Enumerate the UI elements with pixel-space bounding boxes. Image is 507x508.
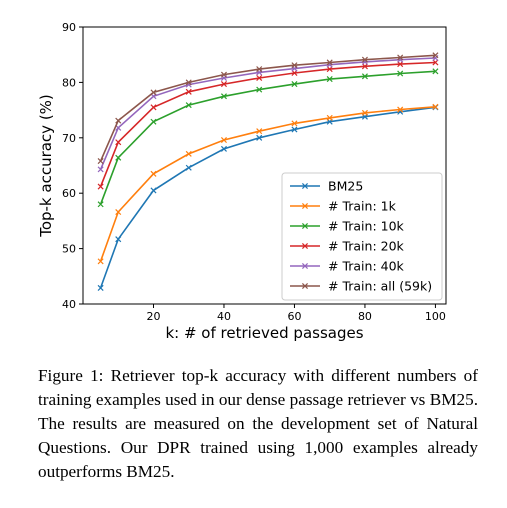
y-axis-label: Top-k accuracy (%) [37, 94, 55, 238]
legend: BM25 # Train: 1k # Train: 10k # Train: 20k #… [281, 172, 443, 301]
data-point-marker [150, 89, 157, 96]
axes: 20 40 60 80 100 40 50 60 70 80 90 [62, 21, 447, 323]
legend-label: # Train: all (59k) [328, 279, 432, 294]
data-point-marker [220, 71, 227, 78]
data-point-marker [256, 128, 263, 135]
y-tick-label: 40 [62, 298, 76, 311]
data-point-marker [397, 70, 404, 77]
data-point-marker [361, 73, 368, 80]
data-point-marker [97, 166, 104, 173]
data-point-marker [185, 164, 192, 171]
legend-label: # Train: 20k [328, 239, 405, 254]
x-tick-label: 20 [146, 310, 160, 323]
data-point-marker [326, 66, 333, 73]
y-tick-label: 50 [62, 243, 76, 256]
data-point-marker [115, 236, 122, 243]
data-point-marker [97, 201, 104, 208]
data-point-marker [220, 136, 227, 144]
data-point-marker [291, 120, 298, 127]
data-point-marker [185, 102, 192, 109]
data-point-marker [256, 134, 263, 141]
accuracy-line-chart: 20 40 60 80 100 40 50 60 70 80 90 BM25 # Train: 1k #… [37, 21, 447, 342]
data-point-marker [220, 145, 227, 152]
data-point-marker [432, 59, 439, 66]
data-point-marker [220, 81, 227, 88]
legend-box [281, 172, 443, 301]
data-point-marker [291, 81, 298, 88]
legend-label: # Train: 1k [328, 199, 397, 214]
data-point-marker [150, 187, 157, 194]
plot-area [97, 52, 439, 291]
plot-frame [82, 26, 447, 305]
data-point-marker [326, 59, 333, 66]
data-point-marker [256, 74, 263, 81]
data-point-marker [432, 52, 439, 59]
data-point-marker [361, 109, 368, 116]
y-tick-label: 90 [62, 21, 76, 34]
data-point-marker [115, 139, 122, 146]
legend-marker [301, 282, 309, 290]
data-point-marker [291, 126, 298, 133]
legend-label: # Train: 40k [328, 259, 405, 274]
data-point-marker [97, 258, 104, 265]
legend-marker [301, 202, 309, 210]
x-axis-label: k: # of retrieved passages [165, 324, 363, 342]
y-tick-label: 60 [62, 187, 76, 200]
legend-marker [301, 222, 309, 230]
data-point-marker [150, 118, 157, 125]
data-point-marker [220, 93, 227, 100]
data-point-marker [97, 158, 104, 165]
legend-marker [301, 242, 309, 250]
data-point-marker [361, 63, 368, 70]
x-tick-label: 60 [287, 310, 301, 323]
legend-label: BM25 [328, 179, 363, 194]
x-tick-label: 80 [358, 310, 372, 323]
data-point-marker [361, 56, 368, 63]
data-point-marker [150, 170, 157, 177]
data-point-marker [115, 209, 122, 216]
data-point-marker [326, 114, 333, 121]
data-point-marker [97, 284, 104, 291]
x-tick-label: 40 [217, 310, 231, 323]
figure-caption: Figure 1: Retriever top-k accuracy with … [38, 366, 478, 481]
y-tick-label: 70 [62, 132, 76, 145]
data-point-marker [185, 150, 192, 157]
data-point-marker [256, 86, 263, 93]
legend-marker [301, 262, 309, 270]
data-point-marker [150, 104, 157, 111]
data-point-marker [432, 68, 439, 75]
data-point-marker [397, 106, 404, 113]
data-point-marker [291, 62, 298, 69]
data-point-marker [397, 54, 404, 61]
y-tick-label: 80 [62, 76, 76, 89]
data-point-marker [115, 117, 122, 124]
legend-marker [301, 182, 309, 190]
data-point-marker [326, 76, 333, 83]
data-point-marker [97, 183, 104, 190]
data-point-marker [185, 79, 192, 86]
data-point-marker [256, 66, 263, 73]
data-point-marker [185, 88, 192, 95]
data-point-marker [397, 61, 404, 68]
data-point-marker [291, 69, 298, 77]
data-point-marker [432, 103, 439, 110]
x-tick-label: 100 [425, 310, 446, 323]
data-point-marker [115, 154, 122, 161]
legend-label: # Train: 10k [328, 219, 405, 234]
